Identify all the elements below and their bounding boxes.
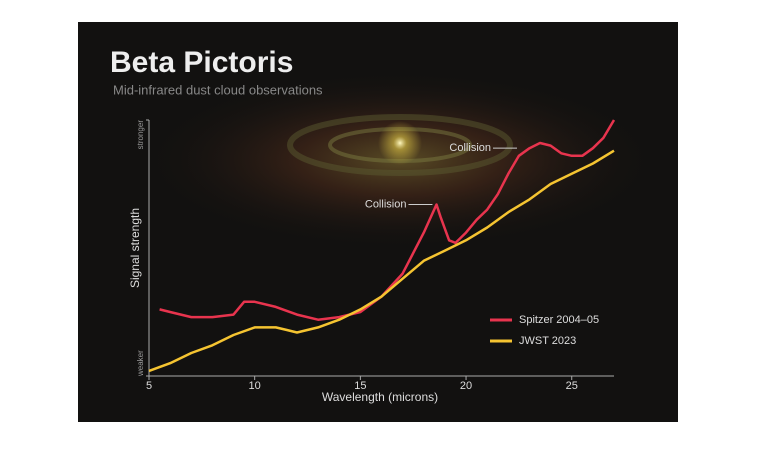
- x-tick-label: 5: [146, 380, 152, 392]
- legend-label: Spitzer 2004–05: [519, 314, 599, 326]
- x-axis-label: Wavelength (microns): [322, 390, 438, 404]
- chart-subtitle: Mid-infrared dust cloud observations: [113, 82, 323, 97]
- y-tick-label: stronger: [136, 120, 145, 150]
- chart-title: Beta Pictoris: [110, 46, 293, 79]
- legend-label: JWST 2023: [519, 335, 576, 347]
- x-tick-label: 25: [566, 380, 578, 392]
- x-tick-label: 10: [249, 380, 261, 392]
- y-tick-label: weaker: [136, 350, 145, 377]
- y-axis-label: Signal strength: [128, 208, 142, 288]
- annotation: Collision: [365, 198, 407, 210]
- annotation: Collision: [449, 142, 491, 154]
- x-tick-label: 20: [460, 380, 472, 392]
- star: [378, 121, 422, 165]
- series-line: [159, 119, 616, 321]
- x-tick-label: 15: [354, 380, 366, 392]
- series-line: [148, 149, 615, 373]
- disk: [287, 114, 513, 176]
